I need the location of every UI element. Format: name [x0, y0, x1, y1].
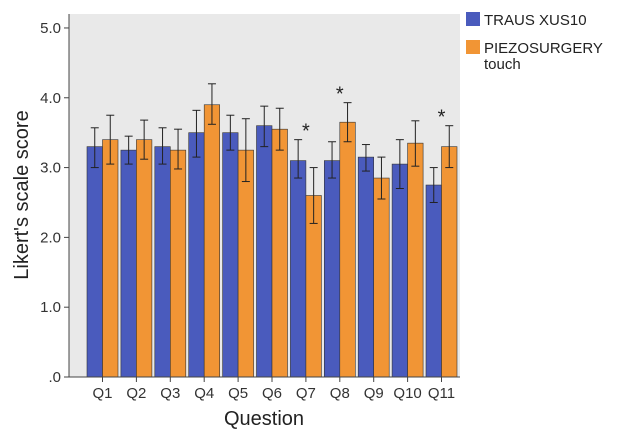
error-bar-piezosurgery-q4	[207, 83, 216, 125]
significance-marks: * * *	[302, 84, 446, 143]
error-bar-traus-q10	[395, 139, 404, 190]
error-bar-piezosurgery-q1	[106, 114, 115, 165]
error-bar-piezosurgery-q3	[174, 128, 183, 170]
error-bar-piezosurgery-q11	[445, 125, 454, 169]
error-bar-traus-q2	[124, 135, 133, 165]
x-tick-label-q11: Q11	[428, 385, 455, 402]
error-bar-piezosurgery-q6	[275, 107, 284, 151]
y-tick-label: 5.0	[40, 20, 61, 37]
error-bar-traus-q7	[294, 139, 303, 179]
legend-swatch-piezosurgery	[466, 40, 480, 54]
y-tick-label: .0	[48, 369, 61, 386]
bar-traus-q5	[222, 132, 239, 378]
x-axis-title: Question	[224, 408, 304, 430]
error-bar-traus-q3	[158, 127, 167, 165]
bar-piezosurgery-q9	[373, 177, 390, 378]
error-bar-traus-q6	[260, 105, 269, 148]
error-bar-traus-q4	[192, 109, 201, 158]
bar-piezosurgery-q3	[170, 149, 187, 378]
legend: TRAUS XUS10 PIEZOSURGERY touch	[466, 12, 603, 73]
significance-asterisk-q7: *	[302, 121, 310, 143]
bar-piezosurgery-q2	[136, 139, 153, 378]
x-tick-label-q1: Q1	[92, 385, 112, 402]
bar-piezosurgery-q11	[441, 146, 458, 378]
bar-traus-q1	[86, 146, 103, 378]
significance-asterisk-q11: *	[438, 107, 446, 129]
bar-traus-q9	[357, 156, 375, 378]
bar-traus-q4	[188, 132, 205, 378]
x-tick-label-q2: Q2	[126, 385, 146, 402]
y-tick-label: 1.0	[40, 299, 61, 316]
error-bar-traus-q1	[90, 127, 99, 169]
y-tick-label: 2.0	[40, 229, 61, 246]
bar-traus-q8	[323, 160, 341, 378]
error-bar-traus-q8	[328, 141, 337, 179]
legend-label-piezosurgery-line2: touch	[484, 56, 521, 73]
error-bars-layer	[90, 83, 454, 224]
bar-piezosurgery-q1	[102, 139, 119, 378]
x-tick-label-q5: Q5	[228, 385, 248, 402]
legend-swatch-traus	[466, 12, 480, 26]
error-bar-piezosurgery-q8	[343, 102, 352, 143]
bar-traus-q10	[391, 163, 408, 378]
x-tick-label-q4: Q4	[194, 385, 214, 402]
bars-layer	[86, 104, 458, 378]
x-ticks: Q1 Q2 Q3 Q4 Q5 Q6 Q7 Q8 Q9 Q10 Q11	[92, 377, 455, 402]
x-tick-label-q7: Q7	[296, 385, 316, 402]
x-tick-label-q3: Q3	[160, 385, 180, 402]
legend-label-traus: TRAUS XUS10	[484, 12, 587, 29]
x-tick-label-q8: Q8	[330, 385, 350, 402]
error-bar-piezosurgery-q10	[411, 120, 420, 167]
significance-asterisk-q8: *	[336, 84, 344, 106]
legend-label-piezosurgery: PIEZOSURGERY	[484, 40, 603, 57]
y-tick-label: 3.0	[40, 160, 61, 177]
bar-piezosurgery-q4	[203, 104, 220, 378]
x-tick-label-q6: Q6	[262, 385, 282, 402]
x-tick-label-q9: Q9	[364, 385, 384, 402]
error-bar-traus-q9	[361, 144, 370, 172]
bar-traus-q7	[290, 160, 307, 378]
bar-traus-q2	[120, 149, 137, 378]
error-bar-piezosurgery-q7	[309, 167, 318, 224]
bar-piezosurgery-q6	[271, 128, 288, 378]
bar-traus-q11	[425, 184, 442, 378]
error-bar-traus-q5	[226, 114, 235, 151]
bar-piezosurgery-q10	[407, 142, 424, 378]
error-bar-piezosurgery-q9	[377, 156, 386, 200]
error-bar-traus-q11	[429, 167, 438, 203]
x-tick-label-q10: Q10	[393, 385, 421, 402]
error-bar-piezosurgery-q2	[140, 119, 149, 160]
y-axis-title: Likert's scale score	[11, 110, 33, 279]
y-tick-label: 4.0	[40, 90, 61, 107]
bar-piezosurgery-q5	[237, 149, 254, 378]
bar-piezosurgery-q8	[339, 121, 356, 378]
y-ticks: .0 1.0 2.0 3.0 4.0 5.0	[40, 20, 69, 386]
bar-traus-q6	[256, 125, 273, 378]
error-bar-piezosurgery-q5	[241, 118, 250, 183]
bar-traus-q3	[154, 146, 171, 378]
